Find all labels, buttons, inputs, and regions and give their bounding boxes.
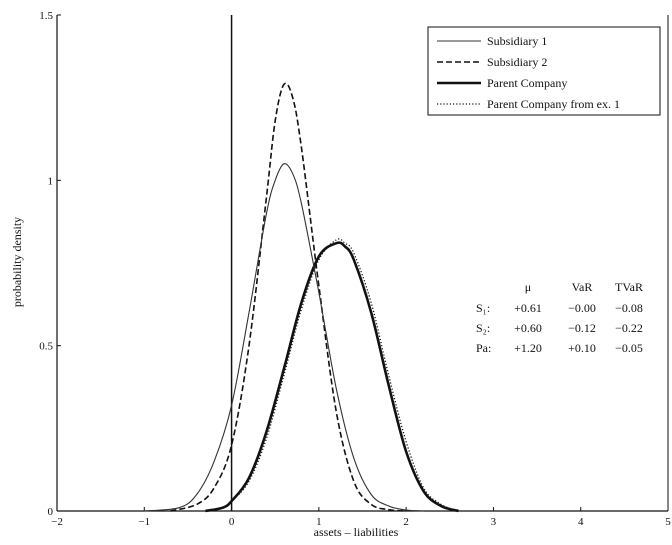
plot-frame xyxy=(56,15,669,512)
stats-cell: −0.08 xyxy=(615,301,643,315)
stats-cell: +0.10 xyxy=(568,341,596,355)
stats-header: μ xyxy=(525,280,531,294)
stats-cell: −0.22 xyxy=(615,321,643,335)
stats-row-label: Pa: xyxy=(476,341,491,355)
stats-cell: −0.00 xyxy=(568,301,596,315)
x-axis-title: assets – liabilities xyxy=(314,525,399,539)
x-tick-label: 5 xyxy=(665,516,671,528)
y-tick-label: 0.5 xyxy=(39,341,53,353)
y-tick-label: 1 xyxy=(48,175,54,187)
stats-cell: +0.61 xyxy=(514,301,542,315)
legend-box xyxy=(427,26,661,116)
legend-label: Parent Company xyxy=(487,76,567,90)
stats-cell: +0.60 xyxy=(514,321,542,335)
x-tick-label: 2 xyxy=(403,516,409,528)
stats-header: TVaR xyxy=(615,280,643,294)
x-tick-label: −2 xyxy=(51,516,63,528)
y-tick-label: 1.5 xyxy=(39,10,53,22)
stats-table: μ VaR TVaR S₁: +0.61 −0.00 −0.08 S₂: +0.60 −0.12 −… xyxy=(476,280,643,355)
y-tick-label: 0 xyxy=(48,506,54,518)
stats-cell: −0.05 xyxy=(615,341,643,355)
legend-label: Subsidiary 1 xyxy=(487,34,547,48)
stats-header: VaR xyxy=(572,280,593,294)
x-tick-label: 3 xyxy=(491,516,497,528)
x-tick-label: 1 xyxy=(316,516,322,528)
x-tick-label: 4 xyxy=(578,516,584,528)
series-line-3 xyxy=(205,241,459,513)
legend: Subsidiary 1 Subsidiary 2 Parent Company Pa… xyxy=(427,26,661,116)
x-tick-label: −1 xyxy=(138,516,150,528)
stats-cell: −0.12 xyxy=(568,321,596,335)
series-line-4 xyxy=(205,238,459,512)
stats-row-label: S₁: xyxy=(476,301,490,315)
series-line-1 xyxy=(144,163,424,512)
y-axis-title: probability density xyxy=(10,217,24,307)
legend-label: Subsidiary 2 xyxy=(487,55,547,69)
x-tick-label: 0 xyxy=(229,516,235,528)
series-line-2 xyxy=(170,82,407,512)
legend-label: Parent Company from ex. 1 xyxy=(487,97,620,111)
stats-row-label: S₂: xyxy=(476,321,490,335)
series-lines xyxy=(144,82,459,513)
axis-ticks: −2 −1 0 1 2 3 4 5 0 0.5 1 1.5 xyxy=(39,10,671,528)
stats-cell: +1.20 xyxy=(514,341,542,355)
